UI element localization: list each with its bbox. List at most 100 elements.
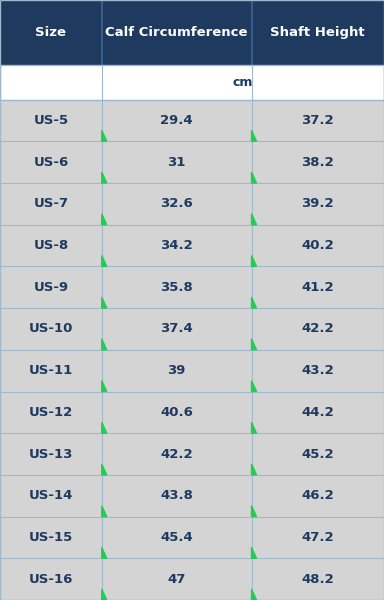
Text: 39: 39 xyxy=(167,364,186,377)
Polygon shape xyxy=(102,422,107,433)
Text: US-14: US-14 xyxy=(29,489,73,502)
Text: 40.2: 40.2 xyxy=(301,239,334,252)
Bar xyxy=(252,350,384,391)
Text: cm: cm xyxy=(233,76,253,89)
Bar xyxy=(252,558,384,600)
Bar xyxy=(0,308,102,350)
Text: Calf Circumference: Calf Circumference xyxy=(105,26,248,39)
Polygon shape xyxy=(102,130,107,141)
Bar xyxy=(252,308,384,350)
Bar xyxy=(102,475,252,517)
Polygon shape xyxy=(102,339,107,350)
Bar xyxy=(102,183,252,225)
Text: 39.2: 39.2 xyxy=(301,197,334,211)
Text: 32.6: 32.6 xyxy=(160,197,193,211)
Bar xyxy=(102,0,252,65)
Bar xyxy=(102,142,252,183)
Text: 46.2: 46.2 xyxy=(301,489,334,502)
Bar xyxy=(252,142,384,183)
Bar xyxy=(252,100,384,141)
Text: US-13: US-13 xyxy=(29,448,73,461)
Text: 47: 47 xyxy=(167,572,186,586)
Bar xyxy=(252,266,384,308)
Bar xyxy=(0,475,102,517)
Polygon shape xyxy=(102,547,107,558)
Polygon shape xyxy=(102,464,107,475)
Bar xyxy=(252,183,384,225)
Bar xyxy=(252,225,384,266)
Text: US-15: US-15 xyxy=(29,531,73,544)
Bar xyxy=(252,433,384,475)
Text: 40.6: 40.6 xyxy=(160,406,193,419)
Bar xyxy=(102,225,252,266)
Bar xyxy=(0,183,102,225)
Text: 35.8: 35.8 xyxy=(160,281,193,294)
Polygon shape xyxy=(102,172,107,183)
Polygon shape xyxy=(102,589,107,600)
Text: US-6: US-6 xyxy=(33,155,68,169)
Bar xyxy=(0,391,102,433)
Polygon shape xyxy=(252,464,257,475)
Text: 44.2: 44.2 xyxy=(301,406,334,419)
Polygon shape xyxy=(102,297,107,308)
Bar xyxy=(0,100,102,141)
Text: US-11: US-11 xyxy=(29,364,73,377)
Text: 45.2: 45.2 xyxy=(301,448,334,461)
Text: 42.2: 42.2 xyxy=(301,322,334,335)
Bar xyxy=(0,65,384,100)
Bar xyxy=(102,266,252,308)
Text: 38.2: 38.2 xyxy=(301,155,334,169)
Bar xyxy=(102,308,252,350)
Bar xyxy=(102,558,252,600)
Text: Shaft Height: Shaft Height xyxy=(270,26,365,39)
Bar xyxy=(102,433,252,475)
Text: 41.2: 41.2 xyxy=(301,281,334,294)
Bar xyxy=(102,100,252,141)
Text: 47.2: 47.2 xyxy=(301,531,334,544)
Bar xyxy=(102,350,252,391)
Bar xyxy=(102,391,252,433)
Polygon shape xyxy=(102,506,107,517)
Text: US-5: US-5 xyxy=(33,114,68,127)
Text: 45.4: 45.4 xyxy=(160,531,193,544)
Polygon shape xyxy=(102,256,107,266)
Polygon shape xyxy=(252,380,257,391)
Polygon shape xyxy=(252,214,257,225)
Bar xyxy=(102,517,252,558)
Text: US-16: US-16 xyxy=(29,572,73,586)
Bar xyxy=(0,350,102,391)
Bar xyxy=(0,0,102,65)
Text: US-7: US-7 xyxy=(33,197,68,211)
Bar xyxy=(0,225,102,266)
Bar xyxy=(252,517,384,558)
Polygon shape xyxy=(252,589,257,600)
Bar xyxy=(0,266,102,308)
Polygon shape xyxy=(252,547,257,558)
Text: US-9: US-9 xyxy=(33,281,68,294)
Text: 43.2: 43.2 xyxy=(301,364,334,377)
Polygon shape xyxy=(252,506,257,517)
Polygon shape xyxy=(252,339,257,350)
Polygon shape xyxy=(252,422,257,433)
Text: 31: 31 xyxy=(167,155,186,169)
Polygon shape xyxy=(252,297,257,308)
Polygon shape xyxy=(102,214,107,225)
Bar xyxy=(0,558,102,600)
Text: 34.2: 34.2 xyxy=(160,239,193,252)
Text: 48.2: 48.2 xyxy=(301,572,334,586)
Text: US-10: US-10 xyxy=(29,322,73,335)
Bar xyxy=(252,391,384,433)
Bar xyxy=(252,0,384,65)
Text: 42.2: 42.2 xyxy=(161,448,193,461)
Text: 37.2: 37.2 xyxy=(301,114,334,127)
Text: US-12: US-12 xyxy=(29,406,73,419)
Polygon shape xyxy=(252,172,257,183)
Text: 37.4: 37.4 xyxy=(160,322,193,335)
Bar xyxy=(0,433,102,475)
Text: US-8: US-8 xyxy=(33,239,68,252)
Bar xyxy=(0,142,102,183)
Bar xyxy=(252,475,384,517)
Polygon shape xyxy=(252,256,257,266)
Text: 29.4: 29.4 xyxy=(161,114,193,127)
Bar xyxy=(0,517,102,558)
